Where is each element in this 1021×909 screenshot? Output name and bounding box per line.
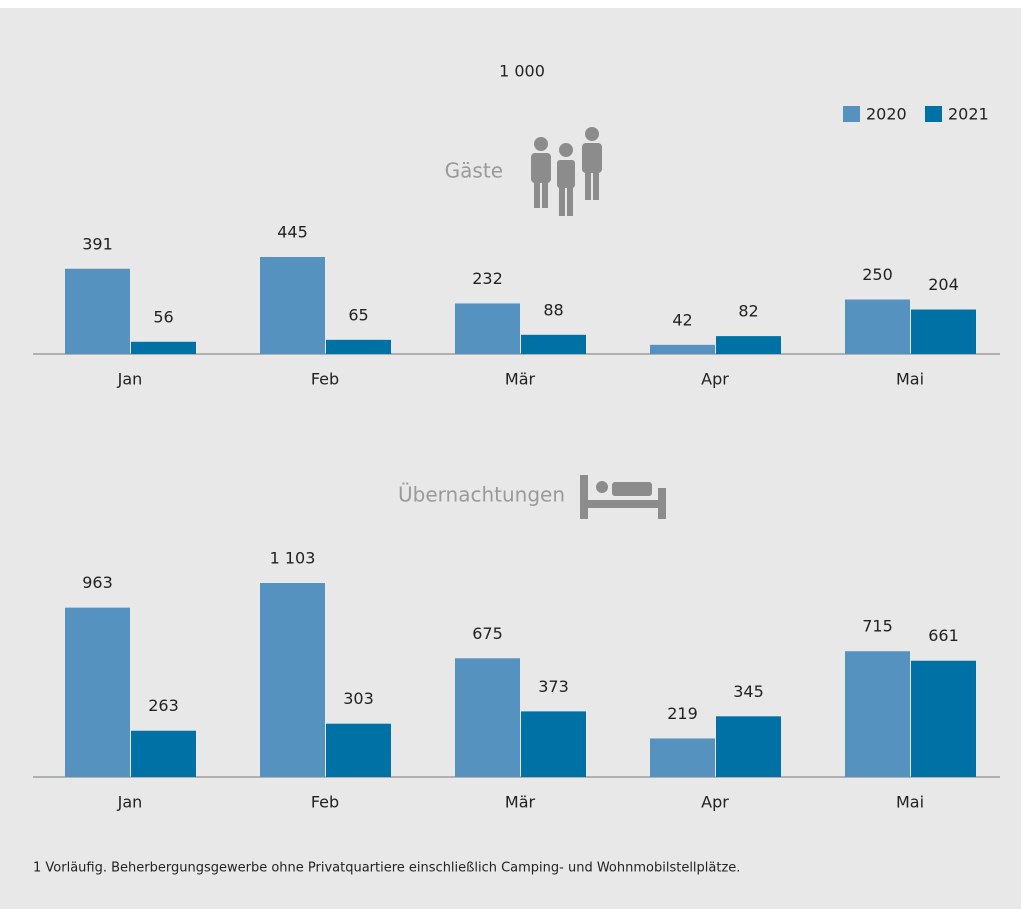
bar [521, 711, 586, 777]
x-tick-label: Feb [311, 793, 339, 812]
x-tick-label: Mai [896, 793, 924, 812]
x-tick-label: Mär [505, 793, 536, 812]
bar [326, 339, 391, 354]
x-tick-label: Apr [701, 370, 729, 389]
chart-title: Übernachtungen [398, 483, 565, 507]
bar [131, 341, 196, 354]
value-label: 250 [862, 265, 893, 284]
bar [260, 257, 325, 354]
value-label: 82 [738, 302, 758, 321]
bar [716, 716, 781, 777]
bar [455, 303, 520, 354]
x-tick-label: Apr [701, 793, 729, 812]
bar [260, 583, 325, 777]
x-tick-label: Jan [117, 793, 143, 812]
value-label: 204 [928, 275, 959, 294]
x-tick-label: Mär [505, 370, 536, 389]
bar [65, 268, 130, 354]
bar [650, 344, 715, 354]
legend-swatch [843, 106, 860, 122]
bar [845, 299, 910, 354]
value-label: 219 [667, 704, 698, 723]
x-tick-label: Mai [896, 370, 924, 389]
bar [521, 334, 586, 354]
bar [131, 730, 196, 777]
value-label: 56 [153, 307, 173, 326]
value-label: 373 [538, 677, 569, 696]
legend-swatch [925, 106, 942, 122]
value-label: 661 [928, 626, 959, 645]
bar [911, 660, 976, 777]
value-label: 391 [82, 234, 113, 253]
value-label: 445 [277, 223, 308, 242]
bar [65, 607, 130, 777]
bar [650, 738, 715, 777]
chart-title: Gäste [445, 159, 503, 183]
legend-label: 2020 [866, 105, 907, 124]
value-label: 675 [472, 624, 503, 643]
value-label: 963 [82, 573, 113, 592]
bar [845, 651, 910, 777]
value-label: 263 [148, 696, 179, 715]
legend-label: 2021 [948, 105, 989, 124]
bar [455, 658, 520, 777]
unit-label: 1 000 [499, 62, 545, 81]
bar [326, 723, 391, 777]
value-label: 303 [343, 689, 374, 708]
bar [911, 309, 976, 354]
x-tick-label: Jan [117, 370, 143, 389]
value-label: 345 [733, 682, 764, 701]
bed-icon [580, 475, 666, 519]
value-label: 1 103 [270, 549, 316, 568]
x-tick-label: Feb [311, 370, 339, 389]
people-icon [531, 127, 602, 216]
value-label: 232 [472, 269, 503, 288]
value-label: 88 [543, 300, 563, 319]
footnote: 1 Vorläufig. Beherbergungsgewerbe ohne P… [33, 861, 740, 876]
value-label: 65 [348, 305, 368, 324]
value-label: 42 [672, 310, 692, 329]
bar [716, 336, 781, 354]
value-label: 715 [862, 617, 893, 636]
